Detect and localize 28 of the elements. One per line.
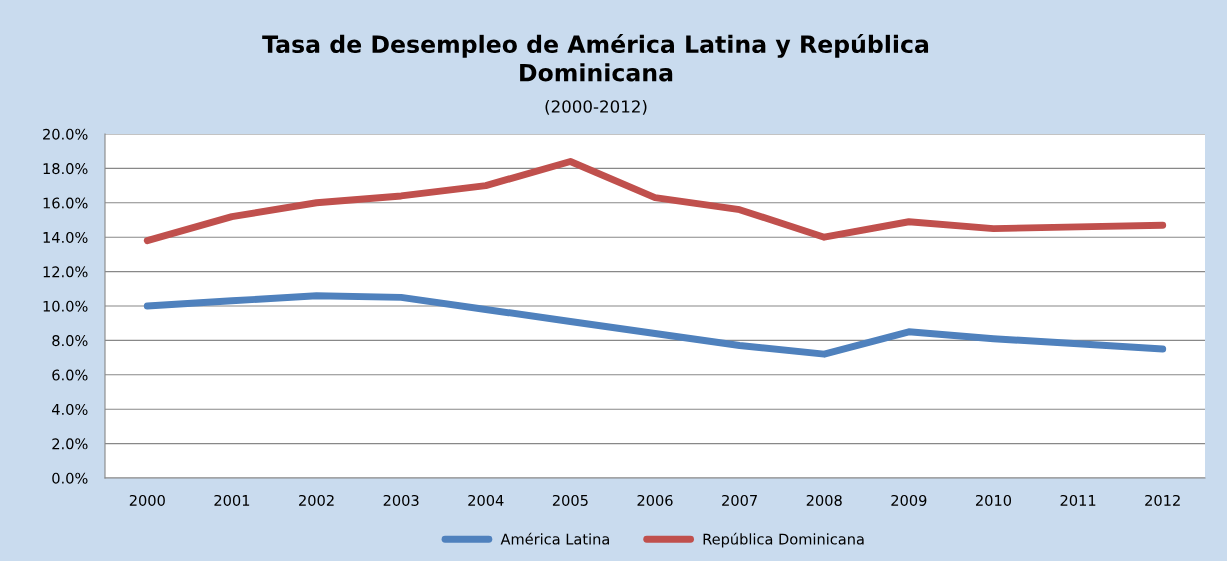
y-tick-label: 0.0% (52, 472, 88, 484)
x-tick-label: 2002 (299, 494, 334, 506)
x-tick-label: 2008 (806, 494, 842, 506)
legend-label: América Latina (500, 532, 609, 545)
y-tick-label: 10.0% (43, 300, 88, 312)
chart-subtitle: (2000-2012) (545, 99, 647, 115)
x-tick-label: 2007 (722, 494, 757, 506)
x-tick-label: 2004 (468, 494, 504, 506)
y-tick-label: 12.0% (43, 266, 88, 278)
x-tick-label: 2000 (129, 494, 165, 506)
x-tick-label: 2012 (1145, 494, 1180, 506)
y-tick-label: 8.0% (52, 335, 88, 347)
x-tick-label: 2009 (891, 494, 927, 506)
x-tick-label: 2011 (1060, 494, 1096, 506)
x-tick-label: 2006 (637, 494, 673, 506)
chart-title: Tasa de Desempleo de América Latina y República Dominicana (262, 33, 929, 82)
legend-label: República Dominicana (703, 532, 864, 548)
x-tick-label: 2010 (975, 494, 1012, 506)
y-tick-label: 18.0% (43, 163, 88, 175)
x-tick-label: 2001 (214, 494, 250, 506)
y-tick-label: 6.0% (52, 369, 88, 381)
y-tick-label: 4.0% (52, 403, 88, 415)
y-tick-label: 2.0% (52, 438, 88, 450)
y-tick-label: 14.0% (43, 231, 88, 243)
y-tick-label: 16.0% (43, 197, 88, 209)
y-tick-label: 20.0% (43, 128, 88, 140)
x-tick-label: 2005 (552, 494, 588, 506)
x-tick-label: 2003 (383, 494, 419, 506)
